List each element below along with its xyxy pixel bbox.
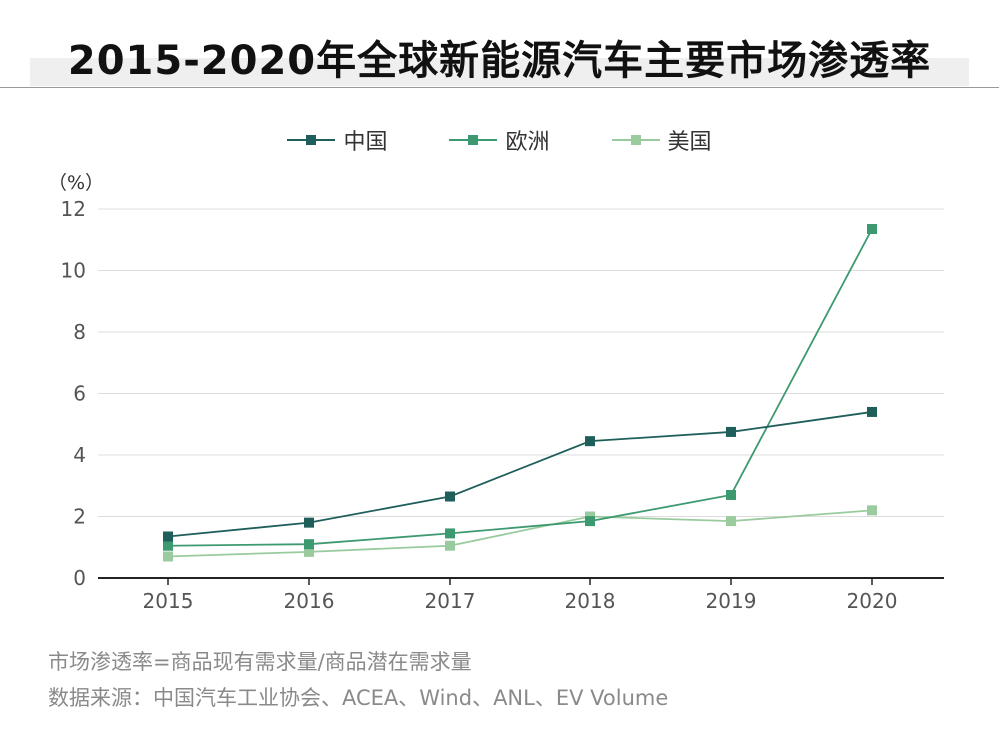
point-s0-2019 <box>726 426 736 437</box>
source-note: 数据来源：中国汽车工业协会、ACEA、Wind、ANL、EV Volume <box>48 686 669 710</box>
point-s0-2016 <box>304 517 314 528</box>
x-tick-label-2017: 2017 <box>425 589 476 613</box>
point-s1-2017 <box>445 528 455 539</box>
point-s0-2017 <box>445 491 455 502</box>
y-tick-label-2: 2 <box>73 505 86 529</box>
series-line-2 <box>167 509 873 558</box>
point-s2-2016 <box>304 546 314 557</box>
legend-swatch-usa <box>611 132 660 148</box>
legend-marker-usa <box>630 135 641 145</box>
x-tick-label-2019: 2019 <box>706 589 757 613</box>
legend-item-europe: 欧洲 <box>449 124 550 156</box>
y-tick-label-12: 12 <box>61 197 86 221</box>
legend-label-europe: 欧洲 <box>505 130 550 155</box>
legend-item-china: 中国 <box>287 124 387 156</box>
point-s2-2019 <box>726 516 736 527</box>
title-divider <box>0 87 999 88</box>
title-band <box>30 58 969 86</box>
x-tick-label-2015: 2015 <box>143 589 194 613</box>
point-s1-2018 <box>585 516 595 527</box>
y-tick-label-4: 4 <box>73 443 86 467</box>
legend-marker-europe <box>468 135 479 145</box>
point-s0-2015 <box>163 531 173 542</box>
point-s1-2015 <box>163 540 173 551</box>
series-line-0 <box>167 411 873 538</box>
definition-note: 市场渗透率=商品现有需求量/商品潜在需求量 <box>48 650 472 674</box>
legend-swatch-europe <box>449 132 498 148</box>
point-s1-2020 <box>867 223 877 234</box>
point-s1-2016 <box>304 539 314 550</box>
legend-label-china: 中国 <box>343 130 388 155</box>
series-line-1 <box>167 228 873 547</box>
point-s0-2020 <box>867 406 877 417</box>
y-tick-label-6: 6 <box>73 382 86 406</box>
x-tick-label-2020: 2020 <box>847 589 898 613</box>
point-s2-2015 <box>163 551 173 562</box>
chart-title: 2015-2020年全球新能源汽车主要市场渗透率 <box>67 38 932 84</box>
point-s1-2019 <box>726 489 736 500</box>
point-s2-2017 <box>445 540 455 551</box>
y-tick-label-8: 8 <box>73 320 86 344</box>
y-axis-unit-label: （%） <box>48 172 105 194</box>
point-s2-2020 <box>867 505 877 516</box>
legend-swatch-china <box>287 132 336 148</box>
legend-marker-china <box>306 135 317 145</box>
x-tick-label-2018: 2018 <box>565 589 616 613</box>
point-s0-2018 <box>585 436 595 447</box>
y-tick-label-0: 0 <box>73 566 86 590</box>
legend-item-usa: 美国 <box>611 124 712 156</box>
y-tick-label-10: 10 <box>61 259 86 283</box>
x-tick-label-2016: 2016 <box>284 589 335 613</box>
chart-legend: 中国 欧洲 美国 <box>0 124 999 156</box>
legend-label-usa: 美国 <box>667 130 712 155</box>
